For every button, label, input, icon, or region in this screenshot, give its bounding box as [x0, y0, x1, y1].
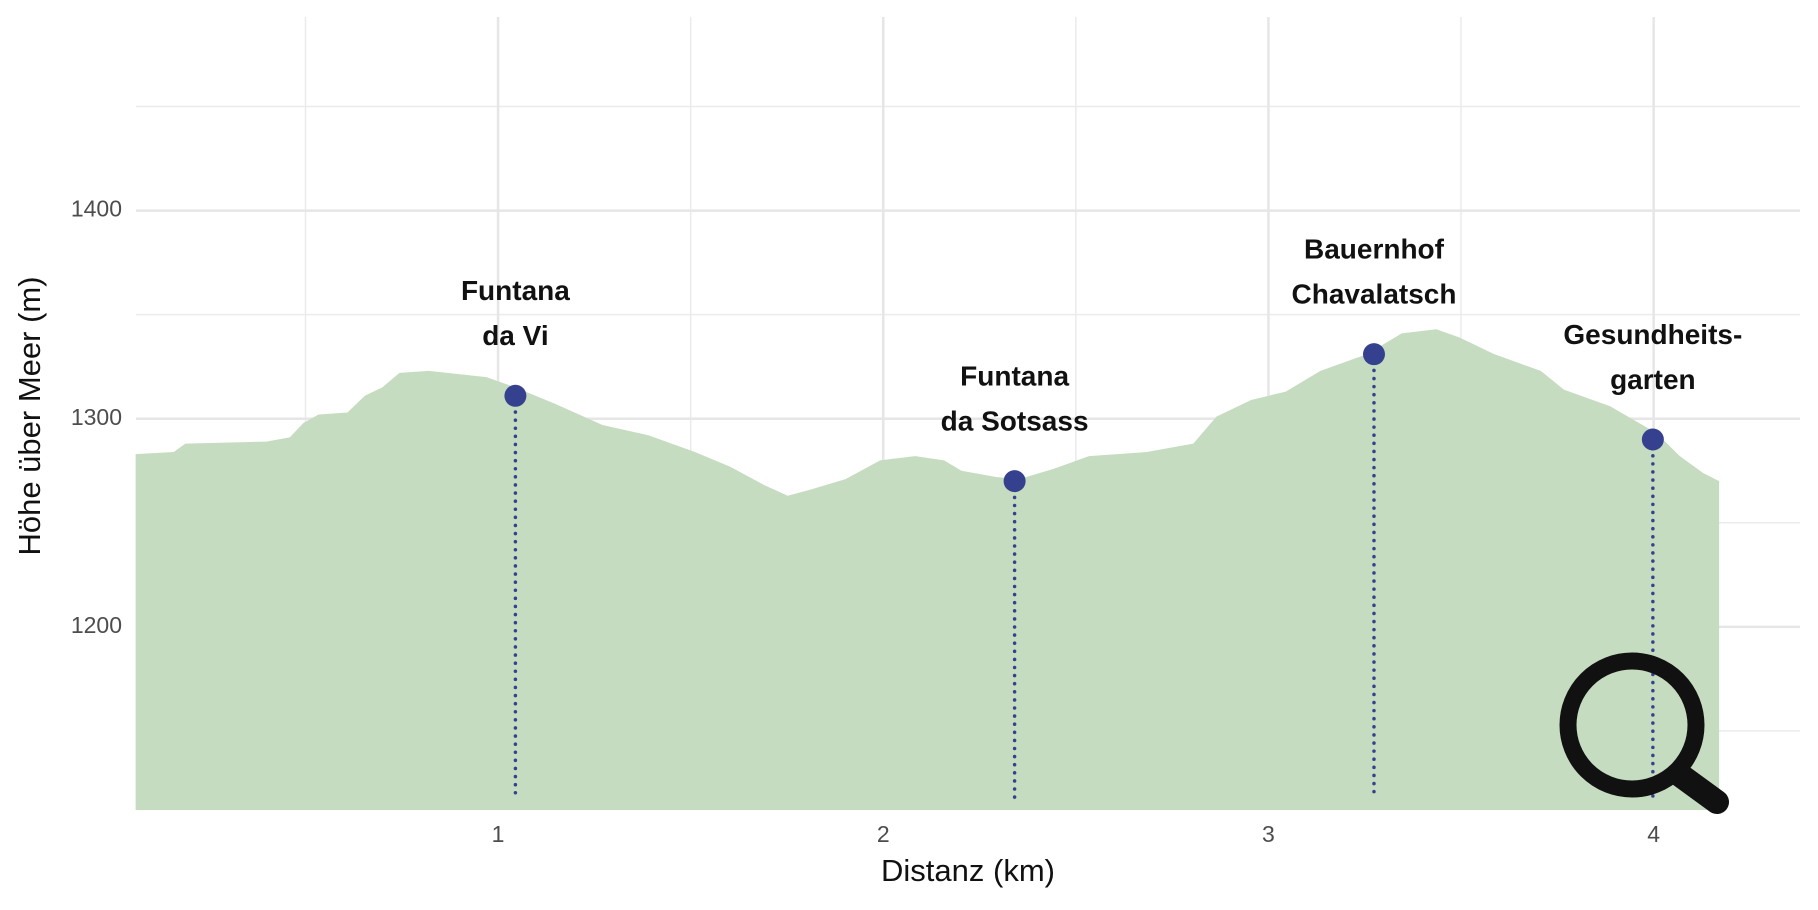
y-tick-label: 1200: [71, 612, 122, 638]
x-tick-label: 1: [492, 821, 505, 847]
poi-marker: [504, 384, 527, 407]
x-tick-label: 2: [877, 821, 890, 847]
poi-marker: [1362, 343, 1385, 366]
zoom-icon-lens: [1559, 652, 1705, 798]
poi-label: da Vi: [482, 320, 548, 351]
zoom-icon-handle: [1668, 763, 1729, 814]
y-axis-title: Höhe über Meer (m): [12, 276, 47, 555]
poi-marker: [1003, 470, 1026, 493]
x-tick-label: 4: [1647, 821, 1660, 847]
y-tick-label: 1300: [71, 404, 122, 430]
poi-label: garten: [1610, 364, 1696, 395]
x-axis-title: Distanz (km): [881, 853, 1055, 888]
poi-label: Funtana: [461, 275, 570, 306]
poi-label: Chavalatsch: [1292, 279, 1457, 310]
y-tick-label: 1400: [71, 196, 122, 222]
poi-label: Bauernhof: [1304, 234, 1445, 265]
x-tick-label: 3: [1262, 821, 1275, 847]
poi-label: Funtana: [960, 361, 1069, 392]
elevation-area: [135, 329, 1720, 810]
poi-label: da Sotsass: [941, 406, 1089, 437]
poi-marker: [1641, 428, 1664, 451]
poi-label: Gesundheits-: [1563, 319, 1742, 350]
zoom-button[interactable]: [1559, 652, 1729, 814]
